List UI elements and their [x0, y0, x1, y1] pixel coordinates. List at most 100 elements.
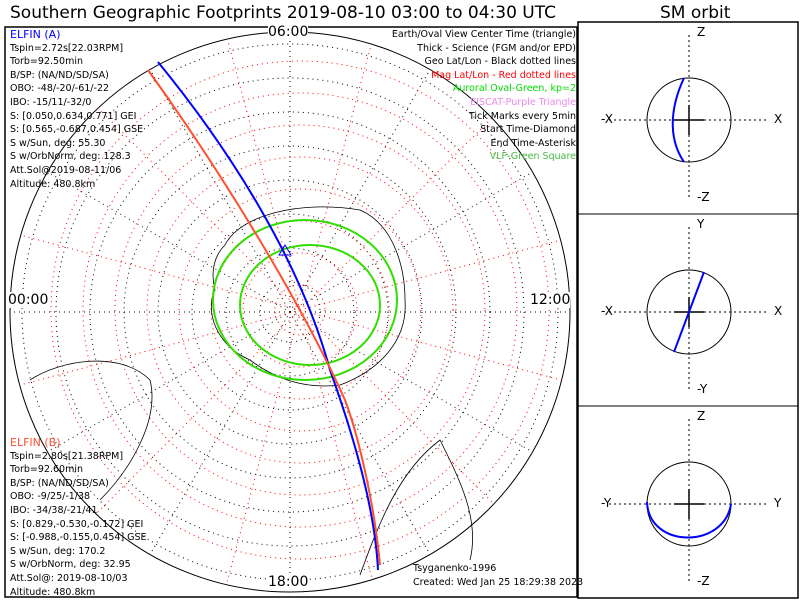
elfin-b-line: S w/Sun, deg: 170.2	[10, 545, 106, 557]
sm-axis-left: -X	[601, 304, 613, 318]
elfin-b-line: Altitude: 480.8km	[10, 586, 96, 598]
mag-lat-circle	[82, 92, 518, 528]
elfin-b-track	[147, 69, 381, 566]
auroral-oval-inner	[239, 244, 381, 366]
elfin-a-line: Torb=92.50min	[10, 56, 84, 68]
elfin-a-line: IBO: -15/11/-32/0	[10, 96, 92, 108]
geo-lat-circle	[157, 179, 423, 445]
legend-item: Earth/Oval View Center Time (triangle)	[391, 29, 576, 40]
elfin-b-line: IBO: -34/38/-21/41	[10, 504, 98, 516]
page-title: Southern Geographic Footprints 2019-08-1…	[10, 3, 557, 23]
geo-lon-line	[149, 311, 291, 555]
mag-lat-circle	[178, 188, 422, 432]
mag-lat-circle	[274, 284, 326, 336]
elfin-a-name: ELFIN (A)	[10, 28, 61, 41]
sm-axis-left: -Y	[601, 496, 612, 510]
geo-lon-line	[47, 171, 291, 313]
sm-axis-top: Z	[697, 409, 706, 423]
mag-lat-circle	[146, 156, 454, 464]
sm-axis-bottom: -Z	[697, 190, 710, 204]
elfin-b-name: ELFIN (B)	[10, 436, 61, 449]
sm-axis-bottom: -Z	[697, 574, 710, 588]
mag-lat-circle	[242, 252, 358, 368]
legend-item: Mag Lat/Lon - Red dotted lines	[431, 69, 576, 81]
model-label: Tsyganenko-1996	[413, 563, 497, 574]
elfin-a-line: Altitude: 480.8km	[10, 178, 96, 190]
mag-lon-line	[225, 309, 301, 585]
elfin-a-info: ELFIN (A) Tspin=2.72s[22.03RPM] Torb=92.50…	[10, 28, 143, 191]
elfin-a-line: Att.Sol@2019-08-11/06	[10, 164, 122, 176]
mag-lon-line	[95, 309, 301, 515]
sm-frame	[577, 21, 799, 599]
sm-axis-right: Y	[774, 496, 782, 510]
sm-earth	[646, 269, 732, 355]
sm-axis-top: Y	[697, 217, 705, 231]
continent-outline	[29, 360, 474, 576]
elfin-a-line: S: [0.050,0.634,0.771] GEI	[10, 110, 137, 122]
elfin-b-info: ELFIN (B) Tspin=2.80s[21.38RPM] Torb=92.60…	[10, 436, 147, 599]
mag-lon-line	[299, 43, 372, 311]
time-label-top: 06:00	[268, 24, 309, 40]
sm-axis-left: -X	[601, 112, 613, 126]
elfin-a-line: S w/OrbNorm, deg: 128.3	[10, 151, 131, 163]
elfin-b-line: Torb=92.60min	[10, 464, 84, 476]
elfin-b-line: S: [-0.988,-0.155,0.454] GSE	[10, 532, 147, 544]
sm-orbit-title: SM orbit	[660, 3, 731, 23]
elfin-b-line: Att.Sol@: 2019-08-10/03	[10, 572, 128, 584]
geo-lat-circle	[225, 247, 355, 377]
time-label-left: 00:00	[8, 292, 49, 308]
mag-lon-line	[19, 309, 301, 386]
legend-item: EISCAT-Purple Triangle	[470, 96, 576, 108]
sm-orbit-a	[671, 77, 685, 163]
time-label-bottom: 18:00	[268, 574, 309, 590]
elfin-b-line: Tspin=2.80s[21.38RPM]	[10, 450, 124, 462]
legend-item: End Time-Asterisk	[490, 137, 576, 149]
elfin-a-line: B/SP: (NA/ND/SD/SA)	[10, 69, 109, 81]
geo-lat-circle	[191, 213, 389, 411]
time-label-right: 12:00	[530, 292, 571, 308]
elfin-a-line: OBO: -48/-20/-61/-22	[10, 83, 110, 95]
mag-lon-line	[299, 309, 373, 580]
geo-lat-circle	[55, 77, 525, 547]
auroral-oval-outer	[212, 219, 398, 381]
legend-item: Thick - Science (FGM and/or EPD)	[417, 42, 576, 54]
mag-lon-line	[20, 234, 301, 311]
sm-axis-top: Z	[697, 25, 706, 39]
elfin-b-line: B/SP: (NA/ND/SD/SA)	[10, 477, 109, 489]
mag-lon-line	[299, 309, 562, 381]
legend-item: Start Time-Diamond	[480, 124, 576, 136]
geo-lon-line	[289, 171, 533, 313]
mag-lat-circle	[114, 124, 486, 496]
sm-axis-right: X	[774, 304, 783, 318]
legend-item: VLF-Green Square	[489, 151, 576, 163]
legend-item: Geo Lat/Lon - Black dotted lines	[424, 56, 576, 68]
mag-lon-line	[226, 38, 301, 311]
created-label: Created: Wed Jan 25 18:29:38 2023	[413, 577, 584, 588]
elfin-b-line: S w/OrbNorm, deg: 32.95	[10, 559, 131, 571]
mag-lat-circle	[50, 60, 550, 560]
mag-lon-line	[299, 117, 493, 311]
elfin-a-line: Tspin=2.72s[22.03RPM]	[10, 42, 124, 54]
sm-orbit-a	[673, 271, 705, 353]
legend-item: Auroral Oval-Green, kp=2	[452, 83, 576, 95]
elfin-b-line: OBO: -9/25/-1/38	[10, 491, 91, 503]
sm-axis-bottom: -Y	[697, 382, 708, 396]
mag-lat-circle	[210, 220, 390, 400]
geo-lon-line	[289, 311, 533, 453]
legend-item: Tick Marks every 5min	[468, 110, 576, 122]
elfin-a-line: S: [0.565,-0.687,0.454] GSE	[10, 124, 144, 136]
view-center-triangle	[278, 244, 292, 256]
antarctica-outline	[211, 206, 406, 387]
geo-lon-line	[289, 69, 431, 313]
elfin-a-track	[157, 61, 379, 571]
sm-orbit-a	[646, 501, 732, 539]
geo-lon-line	[149, 69, 291, 313]
elfin-b-line: S: [0.829,-0.530,-0.172] GEI	[10, 518, 144, 530]
geo-lon-line	[289, 311, 431, 555]
mag-lon-line	[299, 309, 495, 505]
elfin-a-line: S w/Sun, deg: 55.30	[10, 137, 106, 149]
geo-lon-line	[47, 311, 291, 453]
sm-earth	[646, 77, 732, 163]
legend: Earth/Oval View Center Time (triangle) Th…	[392, 28, 576, 164]
